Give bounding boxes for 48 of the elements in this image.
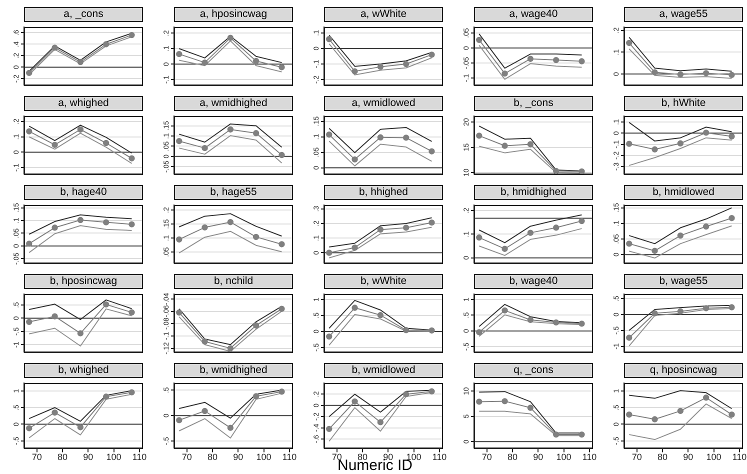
x-tick-label: 90 [683, 452, 694, 462]
chart-title: b, whighed [24, 363, 143, 378]
chart-title: b, hage55 [174, 185, 293, 200]
x-tick-label: 110 [282, 452, 297, 462]
chart-title: a, wage55 [624, 7, 743, 22]
x-tick-label: 80 [57, 452, 68, 462]
x-tick-label: 90 [233, 452, 244, 462]
chart-title: q, _cons [474, 363, 593, 378]
chart-title: b, hhighed [324, 185, 443, 200]
x-tick-label: 110 [582, 452, 597, 462]
chart-title: a, hposincwag [174, 7, 293, 22]
chart-title: a, whighed [24, 96, 143, 111]
x-tick-label: 110 [432, 452, 447, 462]
x-tick-label: 80 [657, 452, 668, 462]
chart-title: b, hmidlowed [624, 185, 743, 200]
chart-title: a, wmidhighed [174, 96, 293, 111]
chart-title: b, hWhite [624, 96, 743, 111]
x-tick-label: 90 [533, 452, 544, 462]
chart-title: q, hposincwag [624, 363, 743, 378]
x-tick-label: 70 [632, 452, 642, 462]
x-tick-label: 110 [132, 452, 147, 462]
chart-title: b, nchild [174, 274, 293, 289]
chart-title: b, wmidlowed [324, 363, 443, 378]
chart-title: b, wage55 [624, 274, 743, 289]
x-tick-label: 100 [706, 452, 722, 462]
chart-title: b, hmidhighed [474, 185, 593, 200]
chart-title: b, wWhite [324, 274, 443, 289]
x-tick-label: 110 [732, 452, 747, 462]
x-tick-label: 80 [207, 452, 218, 462]
x-tick-label: 100 [556, 452, 572, 462]
x-tick-label: 70 [482, 452, 492, 462]
x-tick-label: 90 [83, 452, 94, 462]
chart-title: a, wmidlowed [324, 96, 443, 111]
chart-title: a, _cons [24, 7, 143, 22]
chart-title: b, _cons [474, 96, 593, 111]
x-tick-label: 100 [106, 452, 122, 462]
x-tick-label: 80 [507, 452, 518, 462]
chart-title: b, hposincwag [24, 274, 143, 289]
chart-title: b, hage40 [24, 185, 143, 200]
x-tick-label: 70 [32, 452, 42, 462]
x-tick-label: 80 [357, 452, 368, 462]
x-tick-label: 90 [383, 452, 394, 462]
x-tick-label: 100 [256, 452, 272, 462]
chart-title: b, wmidhighed [174, 363, 293, 378]
x-tick-label: 70 [182, 452, 192, 462]
chart-title: b, wage40 [474, 274, 593, 289]
chart-title: a, wage40 [474, 7, 593, 22]
chart-title: a, wWhite [324, 7, 443, 22]
